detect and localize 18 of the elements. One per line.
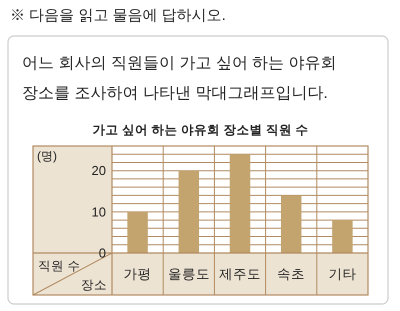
text: (명) bbox=[37, 149, 57, 163]
x-axis-title: 장소 bbox=[81, 278, 107, 292]
bar bbox=[178, 170, 200, 253]
bar bbox=[230, 154, 250, 253]
text: 어느 회사의 직원들이 가고 싶어 하는 야유회 장소를 조사하여 나타낸 막대그래프입니다. bbox=[22, 55, 337, 102]
bar bbox=[332, 220, 353, 253]
y-axis-title: 직원 수 bbox=[38, 259, 80, 273]
x-tick-label: 가평 bbox=[124, 266, 152, 282]
x-tick-label: 제주도 bbox=[219, 266, 261, 282]
text: ※ 다음을 읽고 물음에 답하시오. bbox=[10, 7, 226, 24]
y-tick-label: 20 bbox=[92, 163, 106, 178]
bar bbox=[127, 212, 148, 253]
y-tick-label: 10 bbox=[92, 204, 106, 220]
x-tick-label: 울릉도 bbox=[168, 266, 210, 282]
bar bbox=[280, 195, 302, 253]
x-tick-label: 속초 bbox=[277, 266, 306, 282]
chart-title: 가고 싶어 하는 야유회 장소별 직원 수 bbox=[92, 123, 308, 137]
x-tick-label: 기타 bbox=[328, 266, 356, 282]
